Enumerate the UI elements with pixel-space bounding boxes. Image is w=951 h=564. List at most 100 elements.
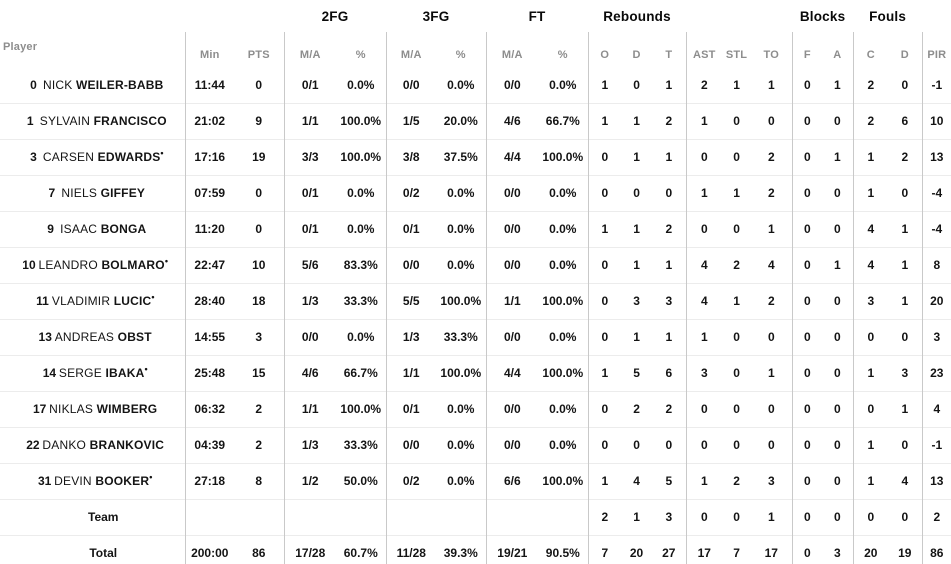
- col-header-player: Player: [3, 41, 38, 53]
- stat-cell-ft-ma: 6/6: [485, 463, 539, 499]
- stat-cell-3fg-ma: 0/1: [385, 391, 437, 427]
- stat-cell-2fg-ma: 0/1: [283, 175, 336, 211]
- stat-cell-pts: 18: [252, 294, 266, 308]
- stat-cell-3fg-ma: 1/3: [385, 319, 437, 355]
- stat-cell-3fg-pct: 0.0%: [447, 438, 475, 452]
- stat-cell-pts: [234, 499, 284, 535]
- player-cell: Total: [0, 535, 185, 564]
- col-header-blk-a: A: [833, 49, 842, 61]
- stat-cell-to: 2: [767, 150, 775, 164]
- stat-cell-blk-a: 0: [833, 510, 841, 524]
- stat-cell-ft-pct: 0.0%: [549, 402, 577, 416]
- stat-cell-min: 04:39: [184, 427, 234, 463]
- stat-cell-2fg-ma: 1/3: [283, 427, 336, 463]
- stat-cell-stl: 2: [733, 474, 740, 488]
- player-number: 13: [38, 330, 52, 344]
- col-header-stl: STL: [725, 49, 748, 61]
- stat-cell-ft-ma: 19/21: [485, 535, 539, 564]
- stat-cell-foul-d: 2: [901, 150, 909, 164]
- stat-cell-foul-d: 1: [901, 222, 909, 236]
- player-number: 9: [47, 222, 54, 236]
- stat-cell-blk-a: 3: [833, 546, 841, 560]
- stat-cell-ast: 0: [685, 139, 723, 175]
- stat-cell-ast: 3: [685, 355, 723, 391]
- stat-cell-2fg-ma: 4/6: [283, 355, 336, 391]
- stat-cell-to: 17: [764, 546, 778, 560]
- group-header-spacer-pir: [922, 0, 951, 32]
- col-header-to: TO: [763, 49, 780, 61]
- table-row: 13 ANDREAS OBST 14:55 3 0/0 0.0% 1/3 33.3…: [0, 319, 951, 355]
- player-cell: 14 SERGE IBAKA•: [0, 355, 185, 391]
- stat-cell-pir: -1: [921, 67, 951, 103]
- stat-cell-blk-a: 0: [833, 222, 841, 236]
- stat-cell-min: 200:00: [184, 535, 234, 564]
- player-first-name: LEANDRO: [38, 258, 102, 272]
- col-header-pir: PIR: [921, 32, 951, 67]
- col-header-foul-c: C: [852, 32, 889, 67]
- table-row: 9 ISAAC BONGA 11:20 0 0/1 0.0% 0/1 0.0% 0…: [0, 211, 951, 247]
- stat-cell-reb-t: 5: [665, 474, 673, 488]
- stat-cell-3fg-ma: 0/2: [385, 463, 437, 499]
- stat-cell-reb-o: 0: [587, 139, 622, 175]
- stat-cell-pts: 9: [255, 114, 263, 128]
- player-last-name: LUCIC: [113, 294, 152, 308]
- stat-cell-reb-o: 1: [587, 463, 622, 499]
- stat-cell-ft-ma: 1/1: [485, 283, 539, 319]
- stat-cell-ft-pct: 0.0%: [549, 330, 577, 344]
- stat-cell-reb-o: 7: [587, 535, 622, 564]
- stat-cell-blk-a: 1: [833, 150, 841, 164]
- stat-cell-foul-c: 1: [852, 355, 889, 391]
- stat-cell-foul-d: 1: [901, 402, 909, 416]
- col-header-min: Min: [184, 32, 234, 67]
- stat-cell-3fg-ma: 0/0: [385, 427, 437, 463]
- stat-cell-ft-ma: 0/0: [485, 427, 539, 463]
- stat-cell-2fg-ma: 0/1: [283, 67, 336, 103]
- stat-cell-blk-a: 1: [833, 258, 841, 272]
- player-number: 31: [37, 474, 52, 488]
- stat-cell-to: 0: [767, 402, 775, 416]
- stat-cell-pir: 13: [921, 139, 951, 175]
- col-header-2fg-ma: M/A: [283, 32, 336, 67]
- stat-cell-min: 17:16: [184, 139, 234, 175]
- col-header-foul-d: D: [900, 49, 909, 61]
- stat-cell-reb-t: 1: [665, 330, 673, 344]
- stat-cell-reb-d: 1: [633, 258, 640, 272]
- stat-cell-pts: 0: [255, 186, 263, 200]
- stat-cell-blk-a: 0: [833, 186, 841, 200]
- table-row: Team 2 1 3 0 0 1 0 0 0 0 2: [0, 499, 951, 535]
- player-number: 0: [30, 77, 37, 92]
- col-header-reb-o: O: [587, 32, 622, 67]
- stat-cell-blk-f: 0: [791, 139, 823, 175]
- stat-cell-2fg-ma: 1/1: [283, 391, 336, 427]
- column-header-row: Player Min PTS M/A % M/A % M/A % O D T A…: [0, 32, 951, 67]
- stat-cell-2fg-ma: 5/6: [283, 247, 336, 283]
- stat-cell-3fg-ma: [385, 499, 437, 535]
- starter-dot-icon: •: [149, 472, 153, 482]
- row-label: Total: [89, 546, 118, 560]
- stat-cell-reb-d: 4: [633, 474, 640, 488]
- stat-cell-reb-d: 1: [633, 330, 640, 344]
- starter-dot-icon: •: [144, 364, 148, 374]
- player-first-name: ANDREAS: [54, 330, 118, 344]
- stat-cell-reb-o: 0: [587, 427, 622, 463]
- stat-cell-pts: 86: [252, 546, 266, 560]
- stat-cell-reb-t: 2: [665, 114, 673, 128]
- player-last-name: GIFFEY: [100, 186, 146, 200]
- stat-cell-3fg-pct: 37.5%: [443, 150, 478, 164]
- stat-cell-2fg-pct: 100.0%: [340, 150, 382, 164]
- stat-cell-3fg-pct: 0.0%: [447, 258, 475, 272]
- stat-cell-reb-d: 5: [633, 366, 640, 380]
- stat-cell-3fg-ma: 1/1: [385, 355, 437, 391]
- player-cell: 0 NICK WEILER-BABB: [0, 67, 185, 103]
- stat-cell-blk-a: 0: [833, 474, 841, 488]
- player-number: 10: [22, 258, 36, 272]
- stat-cell-min: 11:20: [184, 211, 234, 247]
- stat-cell-2fg-pct: 50.0%: [343, 474, 378, 488]
- stat-cell-ft-ma: [485, 499, 539, 535]
- stat-cell-2fg-pct: 83.3%: [343, 258, 378, 272]
- stat-cell-blk-f: 0: [791, 535, 823, 564]
- stat-cell-2fg-pct: 100.0%: [340, 114, 382, 128]
- stat-cell-reb-o: 2: [587, 499, 622, 535]
- stat-cell-foul-c: 1: [852, 427, 889, 463]
- table-row: Total 200:00 86 17/28 60.7% 11/28 39.3% …: [0, 535, 951, 564]
